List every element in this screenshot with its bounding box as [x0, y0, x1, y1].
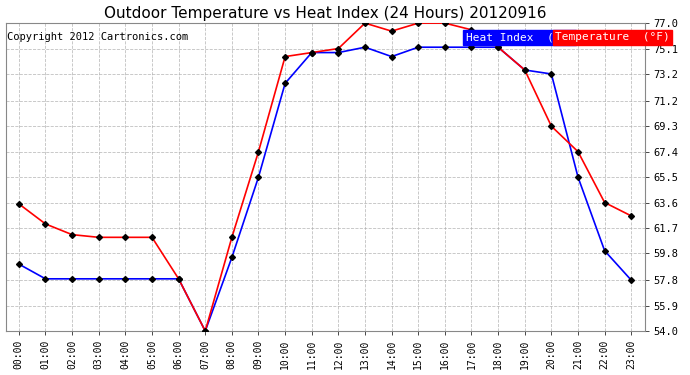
Text: Copyright 2012 Cartronics.com: Copyright 2012 Cartronics.com [7, 32, 188, 42]
Title: Outdoor Temperature vs Heat Index (24 Hours) 20120916: Outdoor Temperature vs Heat Index (24 Ho… [104, 6, 546, 21]
Text: Heat Index  (°F): Heat Index (°F) [466, 32, 573, 42]
Text: Temperature  (°F): Temperature (°F) [555, 32, 670, 42]
